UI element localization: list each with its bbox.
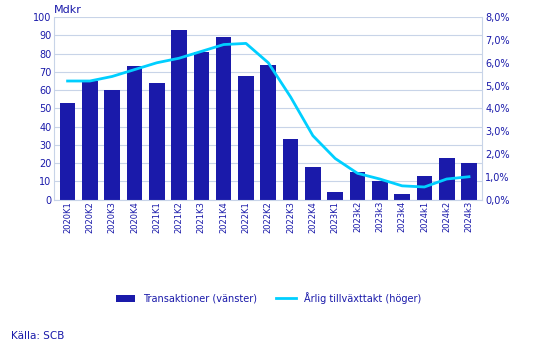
Bar [327, 192, 343, 200]
Bar [127, 66, 143, 200]
Bar [439, 158, 455, 200]
Bar [305, 167, 321, 200]
Text: Källa: SCB: Källa: SCB [11, 331, 64, 341]
Bar [417, 176, 432, 200]
Bar [283, 139, 299, 200]
Bar [193, 52, 209, 200]
Bar [350, 172, 365, 200]
Bar [261, 65, 276, 200]
Bar [82, 81, 98, 200]
Bar [238, 76, 254, 200]
Bar [216, 37, 231, 200]
Bar [171, 30, 187, 200]
Bar [461, 163, 477, 200]
Bar [372, 181, 388, 200]
Legend: Transaktioner (vänster), Årlig tillväxttakt (höger): Transaktioner (vänster), Årlig tillväxtt… [112, 288, 425, 308]
Bar [105, 90, 120, 200]
Text: Mdkr: Mdkr [54, 6, 82, 15]
Bar [394, 194, 410, 200]
Bar [149, 83, 165, 200]
Bar [60, 103, 75, 200]
